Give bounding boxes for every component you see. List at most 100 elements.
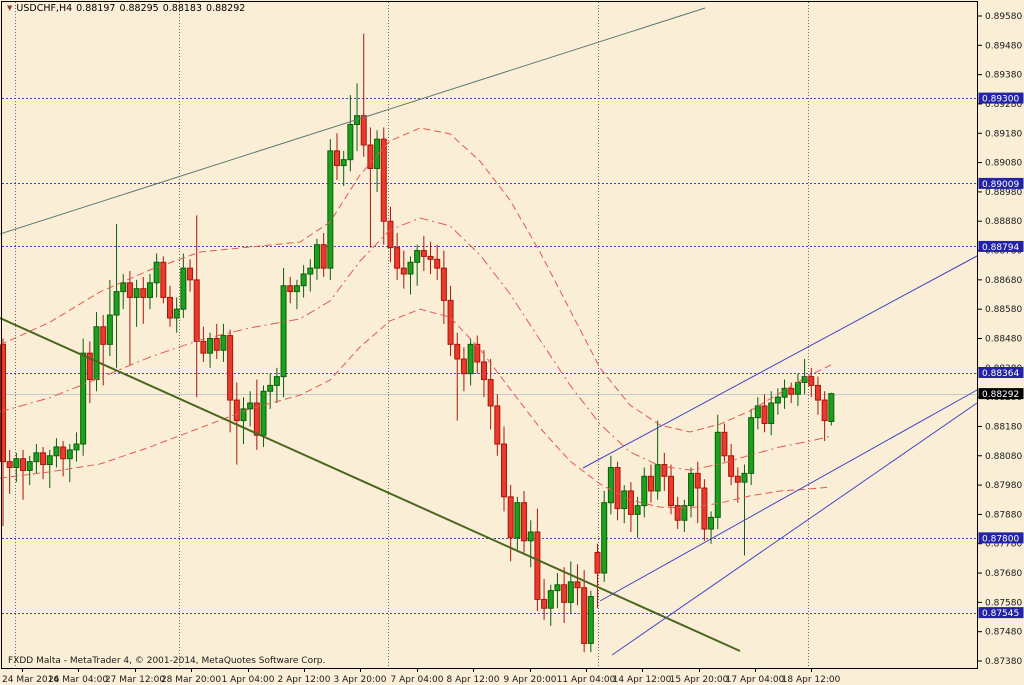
bull-candle [327,150,334,269]
ascending-trendline-gray[interactable] [0,7,706,235]
bear-candle [367,144,374,169]
time-tick-label: 3 Apr 20:00 [334,675,387,685]
bear-candle [627,490,634,515]
svg-text:0.89300: 0.89300 [982,95,1019,105]
bear-candle [160,261,167,298]
bull-candle [173,308,180,319]
bull-candle [714,431,721,518]
bear-candle [721,431,728,457]
bull-candle [407,261,414,275]
bear-candle [694,472,701,489]
bull-candle [748,417,755,474]
bear-candle [734,475,741,483]
bull-candle [708,516,715,530]
time-tick-label: 28 Mar 20:00 [161,675,221,685]
bull-candle [180,267,187,310]
channel-line-lower[interactable] [611,402,978,656]
bull-candle [634,505,641,515]
bull-candle [106,314,113,345]
bear-candle [814,384,821,401]
chart-title: ▼ USDCHF,H4 0.88197 0.88295 0.88183 0.88292 [7,3,245,14]
bear-candle [728,455,735,477]
time-tick-label: 7 Apr 04:00 [391,675,444,685]
bear-candle [440,267,447,301]
bear-candle [647,475,654,492]
symbol-marker-icon: ▼ [7,4,13,12]
bull-candle [621,490,628,510]
bull-candle [641,475,648,507]
bull-candle [93,326,100,381]
bear-candle [233,399,240,422]
bear-candle [541,598,548,609]
bear-candle [227,335,234,401]
price-tick-label: 0.88080 [985,452,1022,462]
bear-candle [334,150,340,167]
ohlc-low: 0.88183 [162,3,203,14]
bull-candle [801,376,808,383]
bear-candle [360,115,367,146]
symbol-period: USDCHF,H4 [16,3,73,14]
price-level-label: 0.88364 [978,367,1024,379]
bull-candle [73,443,80,451]
channel-line-upper[interactable] [582,255,978,469]
price-tick-label: 0.89280 [985,100,1022,110]
bull-candle [681,505,688,521]
bear-candle [661,464,668,477]
ohlc-close: 0.88292 [206,3,246,14]
bear-candle [253,402,260,436]
bear-candle [788,387,795,395]
price-tick-label: 0.88980 [985,188,1022,198]
bull-candle [347,123,354,161]
price-level-label: 0.88794 [978,240,1024,253]
time-tick-label: 9 Apr 20:00 [504,675,557,685]
bull-candle [587,596,594,644]
price-axis[interactable]: 0.89580 0.89480 0.89380 0.89280 0.89180 0.890… [977,12,1024,667]
bull-candle [547,590,554,609]
bull-candle [33,452,40,463]
bull-candle [53,446,60,457]
time-tick-label: 15 Apr 20:00 [670,675,729,685]
bear-candle [193,279,200,342]
time-tick-label: 24 Mar 2014 [2,675,59,685]
bear-candle [394,247,401,269]
bull-candle [146,282,153,298]
bear-candle [581,587,588,644]
bull-candle [307,267,314,275]
bear-candle [400,267,407,275]
bear-candle [167,296,173,319]
price-level-label: 0.88292 [978,388,1024,400]
descending-trendline-olive[interactable] [0,317,741,652]
bear-candle [60,446,67,460]
bull-candle [467,343,474,375]
bear-candle [534,531,541,600]
price-tick-label: 0.89480 [985,41,1022,51]
bear-candle [494,405,501,445]
horizontal-level-lines [2,98,977,614]
bear-candle [474,343,481,363]
bull-candle [267,384,274,392]
bull-candle [113,291,120,316]
price-level-label: 0.87545 [978,607,1024,619]
bull-candle [794,381,801,395]
band-upper [0,127,832,433]
bull-candle [781,387,788,398]
svg-text:0.88794: 0.88794 [982,243,1019,253]
bear-candle [86,352,93,381]
bull-candle [26,461,33,471]
bear-candle [420,250,427,257]
bear-candle [808,376,815,386]
bull-candle [260,390,267,436]
time-tick-label: 26 Mar 04:00 [48,675,108,685]
bear-candle [387,220,394,249]
plot-frame [1,1,978,669]
bull-candle [13,458,20,469]
price-tick-label: 0.89580 [985,12,1022,22]
bull-candle [220,335,227,351]
price-level-label: 0.89009 [978,177,1024,190]
bear-candle [126,282,133,298]
svg-text:0.88292: 0.88292 [982,390,1019,400]
channel-line-middle[interactable] [599,389,978,602]
